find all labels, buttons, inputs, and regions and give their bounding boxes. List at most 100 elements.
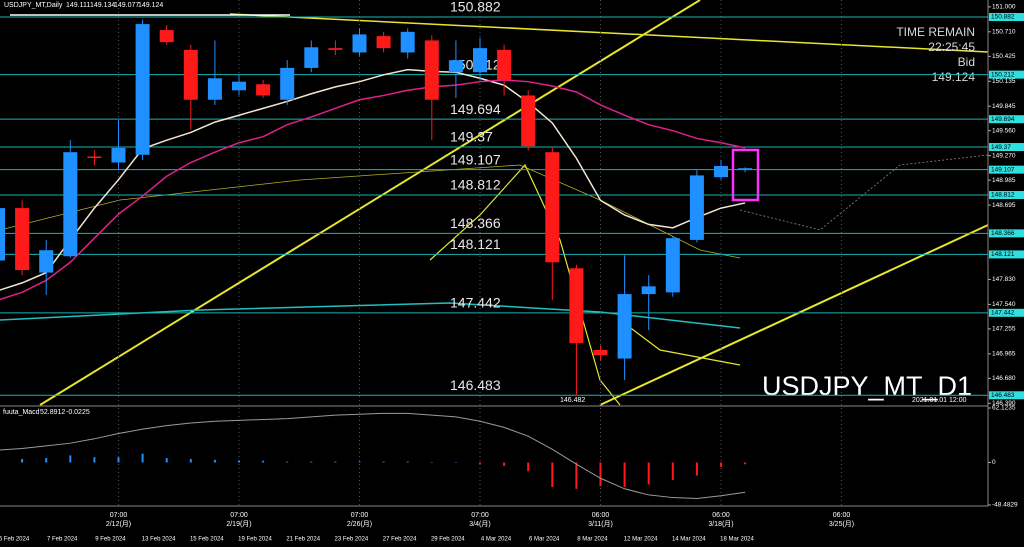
x-tick-label: 13 Feb 2024 — [142, 537, 176, 543]
candle-body — [376, 36, 391, 49]
macd-bar — [93, 457, 96, 463]
macd-bar — [21, 458, 24, 463]
macd-bar — [382, 461, 385, 463]
macd-bar — [720, 462, 722, 467]
level-box — [989, 191, 1024, 200]
macd-bar — [647, 462, 650, 485]
candle-body — [0, 208, 5, 261]
candle-body — [159, 30, 174, 43]
y-tick-label: 149.270 — [992, 152, 1016, 159]
header-symbol: USDJPY_MT,Daily — [4, 2, 63, 9]
candle-body — [448, 60, 463, 73]
candle-body — [545, 152, 560, 263]
y-tick-label: 146.390 — [992, 400, 1016, 407]
candle-body — [39, 250, 54, 273]
trendline — [39, 0, 701, 406]
candle-body — [400, 31, 415, 53]
level-label: 147.442 — [450, 295, 501, 311]
x-tick-label: 4 Mar 2024 — [481, 537, 512, 543]
level-box-label: 148.366 — [991, 230, 1015, 237]
level-box — [989, 143, 1024, 152]
level-label: 148.366 — [450, 215, 501, 231]
macd-bar — [430, 462, 433, 463]
macd-bar — [141, 453, 144, 463]
macd-bar — [213, 459, 216, 463]
x-tick-label: 7 Feb 2024 — [47, 537, 78, 543]
y-tick-label: 147.255 — [992, 326, 1016, 333]
level-box — [989, 308, 1024, 317]
y-tick-label: 149.560 — [992, 127, 1016, 134]
candle-body — [569, 268, 584, 344]
week-time: 07:00 — [230, 512, 248, 519]
y-tick-label: 146.680 — [992, 375, 1016, 382]
week-time: 06:00 — [833, 512, 851, 519]
level-box-label: 150.212 — [991, 71, 1015, 78]
macd-line — [0, 412, 746, 499]
x-tick-label: 15 Feb 2024 — [190, 537, 224, 543]
macd-bar — [286, 461, 289, 463]
level-label: 149.694 — [450, 101, 501, 117]
level-box-label: 148.812 — [991, 192, 1015, 199]
candle-body — [304, 47, 319, 68]
macd-bar — [479, 462, 481, 465]
level-box — [989, 13, 1024, 22]
candle-body — [256, 84, 271, 96]
candle-body — [714, 165, 728, 178]
level-box — [989, 115, 1024, 124]
candle-body — [352, 34, 367, 53]
candle-body — [63, 152, 78, 257]
moving-average — [0, 68, 746, 291]
week-date: 2/12(月) — [106, 520, 131, 528]
week-date: 3/25(月) — [829, 520, 854, 528]
x-tick-label: 12 Mar 2024 — [624, 537, 658, 543]
trendline — [229, 13, 989, 53]
trendline — [599, 224, 989, 406]
start-label: 2021.01.01 12:00 — [912, 397, 967, 404]
macd-bar — [527, 462, 530, 472]
macd-signal-value: -0.0225 — [66, 409, 90, 416]
candle-body — [641, 286, 656, 295]
week-time: 07:00 — [110, 512, 128, 519]
level-label: 146.483 — [450, 377, 501, 393]
macd-bar — [117, 457, 120, 463]
macd-y-tick-label: 0 — [992, 459, 996, 466]
week-time: 06:00 — [592, 512, 610, 519]
y-tick-label: 151.000 — [992, 4, 1016, 11]
x-tick-label: 9 Feb 2024 — [95, 537, 126, 543]
level-box-label: 146.483 — [991, 392, 1015, 399]
macd-bar — [454, 462, 457, 463]
macd-y-tick-label: -48.4829 — [992, 502, 1018, 509]
long-ma — [0, 302, 741, 329]
level-box-label: 147.442 — [991, 310, 1015, 317]
candle-body — [521, 95, 536, 147]
macd-bar — [165, 458, 168, 463]
bid: 149.124 — [932, 70, 976, 84]
macd-main-value: 52.8912 — [40, 409, 65, 416]
band-line — [619, 319, 741, 366]
week-date: 3/11(月) — [588, 520, 613, 528]
time-remain-label: TIME REMAIN — [896, 25, 975, 39]
header-low: 149.077 — [114, 2, 139, 9]
macd-bar — [503, 462, 506, 466]
macd-bar — [695, 462, 698, 476]
macd-bar — [45, 458, 48, 463]
week-date: 2/19(月) — [226, 520, 251, 528]
level-box — [989, 250, 1024, 259]
candle-body — [738, 168, 753, 170]
macd-bar — [310, 461, 313, 463]
macd-bar — [575, 462, 578, 489]
week-date: 3/4(月) — [469, 520, 490, 528]
macd-bar — [623, 462, 626, 488]
y-tick-label: 150.710 — [992, 29, 1016, 36]
x-tick-label: 19 Feb 2024 — [238, 537, 272, 543]
macd-bar — [238, 460, 240, 463]
y-tick-label: 150.425 — [992, 53, 1016, 60]
x-tick-label: 6 Mar 2024 — [529, 537, 560, 543]
candle-body — [232, 81, 246, 91]
level-label: 149.37 — [450, 129, 493, 145]
week-date: 2/26(月) — [347, 520, 372, 528]
candle-body — [135, 24, 150, 155]
current-candle-box — [731, 148, 760, 202]
level-box — [989, 229, 1024, 238]
